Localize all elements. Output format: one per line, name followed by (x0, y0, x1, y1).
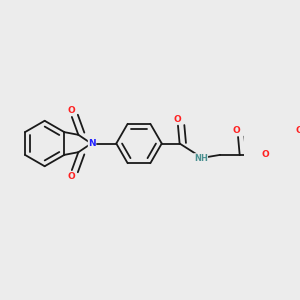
Text: NH: NH (194, 154, 208, 163)
Text: O: O (67, 106, 75, 115)
Text: O: O (232, 126, 240, 135)
Text: O: O (173, 115, 181, 124)
Text: O: O (67, 172, 75, 181)
Text: O: O (262, 150, 270, 159)
Text: N: N (88, 139, 96, 148)
Text: O: O (296, 126, 300, 135)
